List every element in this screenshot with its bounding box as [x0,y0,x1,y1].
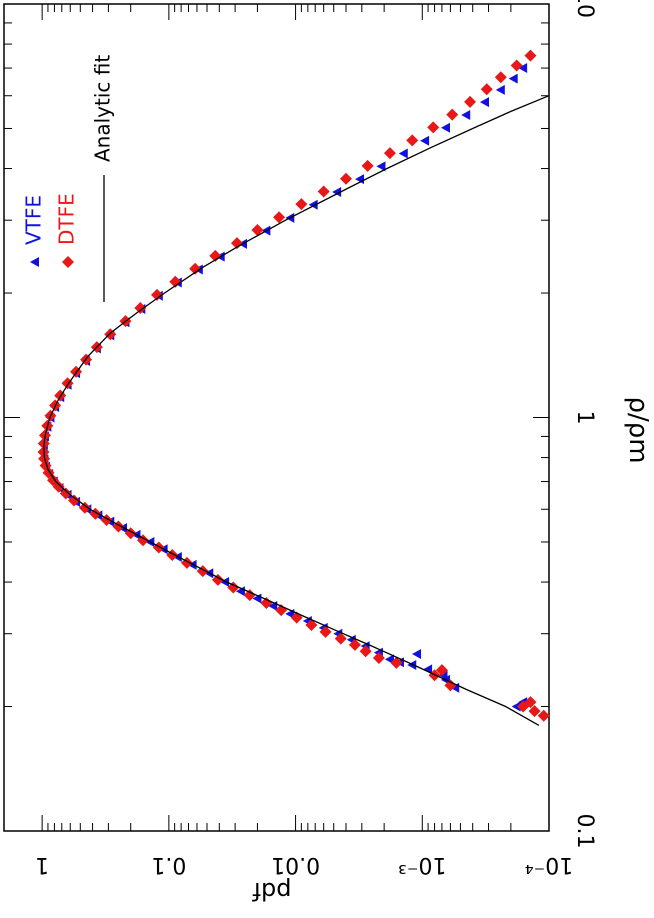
x-axis-label: ρ/ρm [623,396,653,463]
dtfe-point [230,237,243,250]
dtfe-point [151,288,164,301]
dtfe-point [169,275,182,288]
vtfe-point [420,135,430,146]
vtfe-point [511,701,521,712]
dtfe-point [251,224,264,237]
vtfe-point [220,577,230,588]
vtfe-point [412,648,422,659]
dtfe-point [524,49,537,62]
dtfe-point [243,589,256,602]
legend: VTFE DTFE Analytic fit [22,55,115,302]
dtfe-point [528,705,541,718]
dtfe-point [189,262,202,275]
dtfe-point [480,83,493,96]
x-tick-label: 0.1 [572,814,597,849]
vtfe-point [518,63,528,74]
vtfe-point [332,187,342,198]
dtfe-point [537,709,550,722]
vtfe-point [376,161,386,172]
y-axis-label: pdf [252,877,291,905]
vtfe-point [398,148,408,159]
plot-frame [3,3,550,832]
dtfe-point [68,494,81,507]
dtfe-point [348,638,361,651]
dtfe-point [444,679,457,692]
dtfe-point [427,121,440,134]
vtfe-point [479,97,489,108]
dtfe-point [464,95,477,108]
dtfe-point [359,645,372,658]
dtfe-point [317,185,330,198]
vtfe-point [495,84,505,95]
legend-dtfe-marker [62,256,74,268]
dtfe-point [89,507,102,520]
dtfe-point [305,618,318,631]
dtfe-point [227,581,240,594]
dtfe-point [295,198,308,211]
vtfe-point [308,199,318,210]
y-tick-label: 0.01 [271,852,320,877]
dtfe-point [446,108,459,121]
vtfe-point [461,109,471,120]
dtfe-point [372,652,385,665]
dtfe-point [383,147,396,160]
dtfe-point [59,487,72,500]
x-tick-label: 1 [572,411,597,425]
dtfe-point [273,211,286,224]
legend-label: DTFE [55,193,79,245]
dtfe-point [524,696,537,709]
dtfe-point [406,134,419,147]
data-series [37,49,550,726]
vtfe-point [187,559,197,570]
y-tick-label: 0.1 [151,852,186,877]
dtfe-point [134,301,147,314]
dtfe-point [390,656,403,669]
dtfe-point [319,625,332,638]
x-tick-label: 10 [572,0,597,18]
vtfe-point [407,660,417,671]
legend-label: VTFE [22,195,46,245]
dtfe-point [211,573,224,586]
dtfe-point [494,71,507,84]
y-tick-label: 10⁻⁴ [525,852,574,877]
y-tick-label: 1 [35,852,49,877]
legend-label: Analytic fit [91,55,115,162]
legend-vtfe-marker [30,257,39,267]
vtfe-point [438,670,448,681]
dtfe-point [510,59,523,72]
dtfe-point [334,632,347,645]
axis-ticks [3,4,550,832]
dtfe-point [339,172,352,185]
analytic-fit-curve [43,95,550,726]
dtfe-point [361,159,374,172]
vtfe-point [440,122,450,133]
vtfe-point [508,73,518,84]
dtfe-point [78,501,91,514]
axis-tick-labels: 0.1 1 10 1 0.1 0.01 10⁻³ 10⁻⁴ [35,0,597,877]
dtfe-point [52,480,65,493]
dtfe-point [260,596,273,609]
dtfe-point [435,664,448,677]
y-tick-label: 10⁻³ [398,852,446,877]
